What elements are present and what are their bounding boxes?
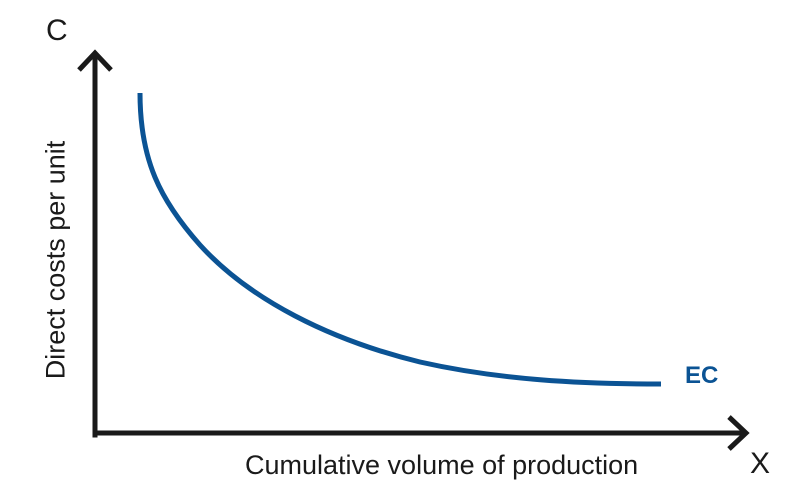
curve-label: EC <box>685 362 719 389</box>
y-axis-title: Direct costs per unit <box>40 140 71 380</box>
x-axis-symbol: X <box>750 447 771 480</box>
x-axis-title: Cumulative volume of production <box>245 450 639 480</box>
experience-curve <box>137 92 662 387</box>
y-axis <box>77 49 113 438</box>
y-axis-symbol: C <box>46 14 68 47</box>
x-axis <box>93 415 750 451</box>
